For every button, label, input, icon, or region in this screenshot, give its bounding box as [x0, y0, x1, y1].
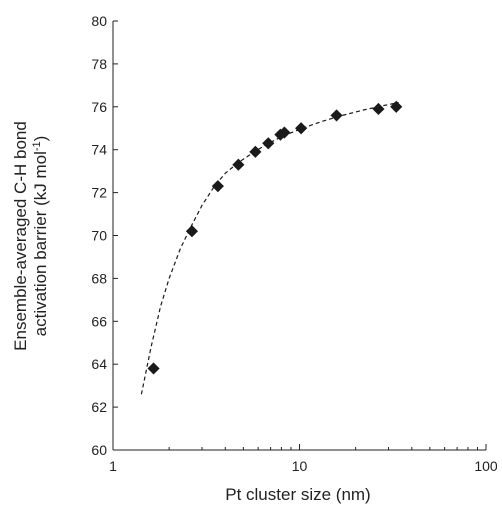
y-axis-ticks: 60 62 64 66 68 70 72 74 76 78 80: [91, 13, 118, 458]
y-axis-label-line1: Ensemble-averaged C-H bond: [11, 121, 30, 351]
data-points: [147, 100, 403, 375]
y-tick-label: 70: [91, 228, 107, 244]
y-tick-label: 66: [91, 313, 107, 329]
y-tick-label: 76: [91, 99, 107, 115]
y-axis-label: Ensemble-averaged C-H bond activation ba…: [11, 121, 50, 351]
x-axis-label: Pt cluster size (nm): [225, 485, 370, 504]
data-point: [185, 225, 199, 238]
data-point: [330, 109, 343, 122]
data-point: [295, 122, 308, 135]
plot-frame: [112, 21, 486, 451]
y-tick-label: 68: [91, 270, 107, 286]
y-tick-label: 74: [91, 142, 107, 158]
data-point: [232, 158, 245, 171]
y-axis-label-line2: activation barrier (kJ mol-1): [31, 136, 50, 337]
y-tick-label: 80: [91, 13, 107, 29]
y-tick-label: 60: [91, 442, 107, 458]
y-tick-label: 72: [91, 185, 107, 201]
y-axis-label-close: ): [31, 136, 50, 142]
x-tick-label: 10: [292, 458, 308, 474]
x-axis-ticks: 1 10 100: [109, 444, 498, 474]
data-point: [372, 102, 385, 116]
y-tick-label: 64: [91, 356, 107, 372]
y-tick-label: 78: [91, 56, 107, 72]
data-point: [262, 137, 275, 150]
y-axis-label-superscript: -1: [31, 141, 43, 151]
data-point: [278, 126, 291, 139]
y-tick-label: 62: [91, 399, 107, 415]
data-point: [211, 180, 224, 193]
data-point: [390, 100, 403, 113]
y-axis-label-unit: activation barrier (kJ mol: [31, 151, 50, 336]
data-point: [249, 145, 262, 158]
x-tick-label: 100: [474, 458, 498, 474]
x-tick-label: 1: [109, 458, 117, 474]
data-point: [147, 362, 160, 375]
